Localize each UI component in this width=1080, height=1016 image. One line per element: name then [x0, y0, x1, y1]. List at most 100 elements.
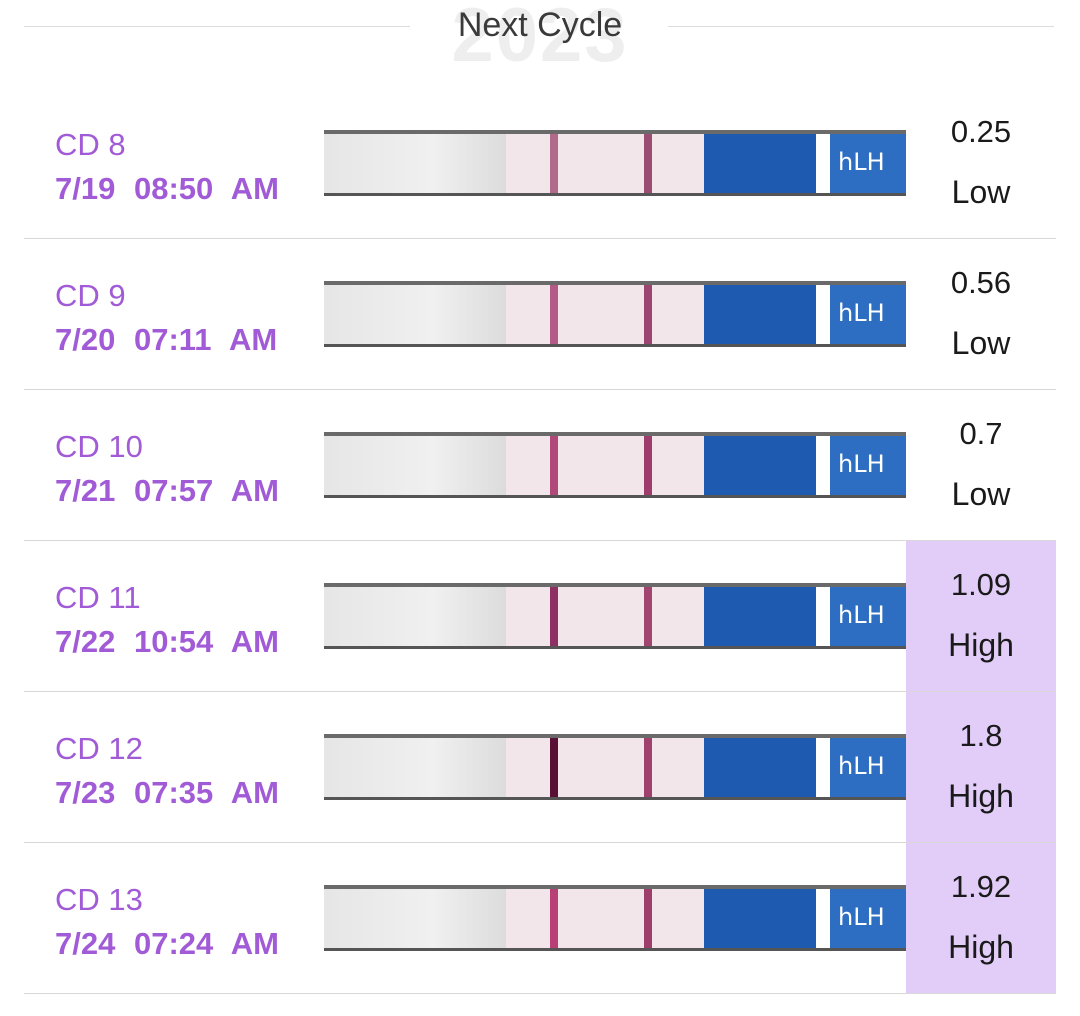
test-datetime: 7/24 07:24 AM — [55, 922, 279, 966]
test-row[interactable]: CD 10 7/21 07:57 AM hLH 0.7 Low — [0, 390, 1080, 541]
test-time: 10:54 AM — [133, 624, 279, 659]
test-datetime: 7/21 07:57 AM — [55, 469, 279, 513]
test-date: 7/20 — [55, 322, 116, 357]
test-datetime: 7/19 08:50 AM — [55, 167, 279, 211]
test-date: 7/22 — [55, 624, 116, 659]
row-divider — [24, 389, 1056, 390]
result-level: High — [948, 778, 1014, 814]
strip-white-band — [816, 134, 830, 193]
row-divider — [24, 238, 1056, 239]
test-row[interactable]: CD 8 7/19 08:50 AM hLH 0.25 Low — [0, 88, 1080, 239]
test-row[interactable]: CD 9 7/20 07:11 AM hLH 0.56 Low — [0, 239, 1080, 390]
strip-label-text: hLH — [838, 299, 885, 327]
result-level: High — [948, 929, 1014, 965]
result-level: High — [948, 627, 1014, 663]
strip-result-window — [506, 889, 704, 948]
test-datetime: 7/22 10:54 AM — [55, 620, 279, 664]
row-labels: CD 13 7/24 07:24 AM — [55, 878, 279, 966]
strip-handle — [324, 738, 506, 797]
strip-label-text: hLH — [838, 903, 885, 931]
test-strip-photo[interactable]: hLH — [324, 583, 906, 649]
header-divider-right — [668, 26, 1054, 27]
strip-dark-band — [704, 889, 816, 948]
strip-label-area: hLH — [704, 134, 906, 193]
strip-handle — [324, 436, 506, 495]
test-date: 7/24 — [55, 926, 116, 961]
strip-white-band — [816, 436, 830, 495]
test-time: 07:57 AM — [133, 473, 279, 508]
row-labels: CD 12 7/23 07:35 AM — [55, 727, 279, 815]
test-date: 7/21 — [55, 473, 116, 508]
strip-result-window — [506, 587, 704, 646]
strip-handle — [324, 889, 506, 948]
strip-result-window — [506, 436, 704, 495]
test-date: 7/23 — [55, 775, 116, 810]
result-cell: 1.09 High — [906, 541, 1056, 692]
strip-white-band — [816, 587, 830, 646]
test-line — [550, 285, 558, 344]
strip-label-area: hLH — [704, 285, 906, 344]
result-cell: 0.7 Low — [906, 390, 1056, 541]
control-line — [644, 436, 652, 495]
control-line — [644, 889, 652, 948]
row-divider — [24, 540, 1056, 541]
result-value: 0.25 — [950, 114, 1012, 149]
strip-label-text: hLH — [838, 450, 885, 478]
strip-label-area: hLH — [704, 587, 906, 646]
strip-dark-band — [704, 285, 816, 344]
row-divider — [24, 842, 1056, 843]
result-cell: 0.56 Low — [906, 239, 1056, 390]
test-strip-photo[interactable]: hLH — [324, 734, 906, 800]
strip-handle — [324, 134, 506, 193]
result-level: Low — [951, 476, 1011, 512]
strip-result-window — [506, 134, 704, 193]
test-row[interactable]: CD 12 7/23 07:35 AM hLH 1.8 High — [0, 692, 1080, 843]
row-labels: CD 11 7/22 10:54 AM — [55, 576, 279, 664]
row-labels: CD 9 7/20 07:11 AM — [55, 274, 277, 362]
test-time: 08:50 AM — [133, 171, 279, 206]
strip-white-band — [816, 285, 830, 344]
result-value: 1.92 — [950, 869, 1012, 904]
strip-white-band — [816, 889, 830, 948]
strip-white-band — [816, 738, 830, 797]
result-cell: 1.8 High — [906, 692, 1056, 843]
strip-handle — [324, 587, 506, 646]
result-value: 1.09 — [950, 567, 1012, 602]
row-labels: CD 10 7/21 07:57 AM — [55, 425, 279, 513]
header-divider-left — [24, 26, 410, 27]
test-strip-photo[interactable]: hLH — [324, 281, 906, 347]
test-time: 07:11 AM — [133, 322, 278, 357]
cycle-day: CD 12 — [55, 731, 143, 766]
control-line — [644, 738, 652, 797]
control-line — [644, 134, 652, 193]
row-labels: CD 8 7/19 08:50 AM — [55, 123, 279, 211]
test-strip-photo[interactable]: hLH — [324, 432, 906, 498]
test-row[interactable]: CD 11 7/22 10:54 AM hLH 1.09 High — [0, 541, 1080, 692]
result-value: 1.8 — [959, 718, 1003, 753]
strip-handle — [324, 285, 506, 344]
strip-dark-band — [704, 738, 816, 797]
result-value: 0.56 — [950, 265, 1012, 300]
strip-label-text: hLH — [838, 148, 885, 176]
result-cell: 1.92 High — [906, 843, 1056, 994]
result-cell: 0.25 Low — [906, 88, 1056, 239]
test-time: 07:35 AM — [133, 775, 279, 810]
test-list: CD 8 7/19 08:50 AM hLH 0.25 Low CD 9 7/2… — [0, 88, 1080, 994]
cycle-day: CD 13 — [55, 882, 143, 917]
test-row[interactable]: CD 13 7/24 07:24 AM hLH 1.92 High — [0, 843, 1080, 994]
test-time: 07:24 AM — [133, 926, 279, 961]
strip-result-window — [506, 285, 704, 344]
test-datetime: 7/20 07:11 AM — [55, 318, 277, 362]
cycle-day: CD 9 — [55, 278, 126, 313]
control-line — [644, 285, 652, 344]
test-strip-photo[interactable]: hLH — [324, 130, 906, 196]
test-datetime: 7/23 07:35 AM — [55, 771, 279, 815]
row-divider — [24, 691, 1056, 692]
test-strip-photo[interactable]: hLH — [324, 885, 906, 951]
test-line — [550, 738, 558, 797]
header: 2023 Next Cycle — [0, 0, 1080, 88]
cycle-day: CD 10 — [55, 429, 143, 464]
row-divider — [24, 993, 1056, 994]
strip-label-area: hLH — [704, 436, 906, 495]
control-line — [644, 587, 652, 646]
